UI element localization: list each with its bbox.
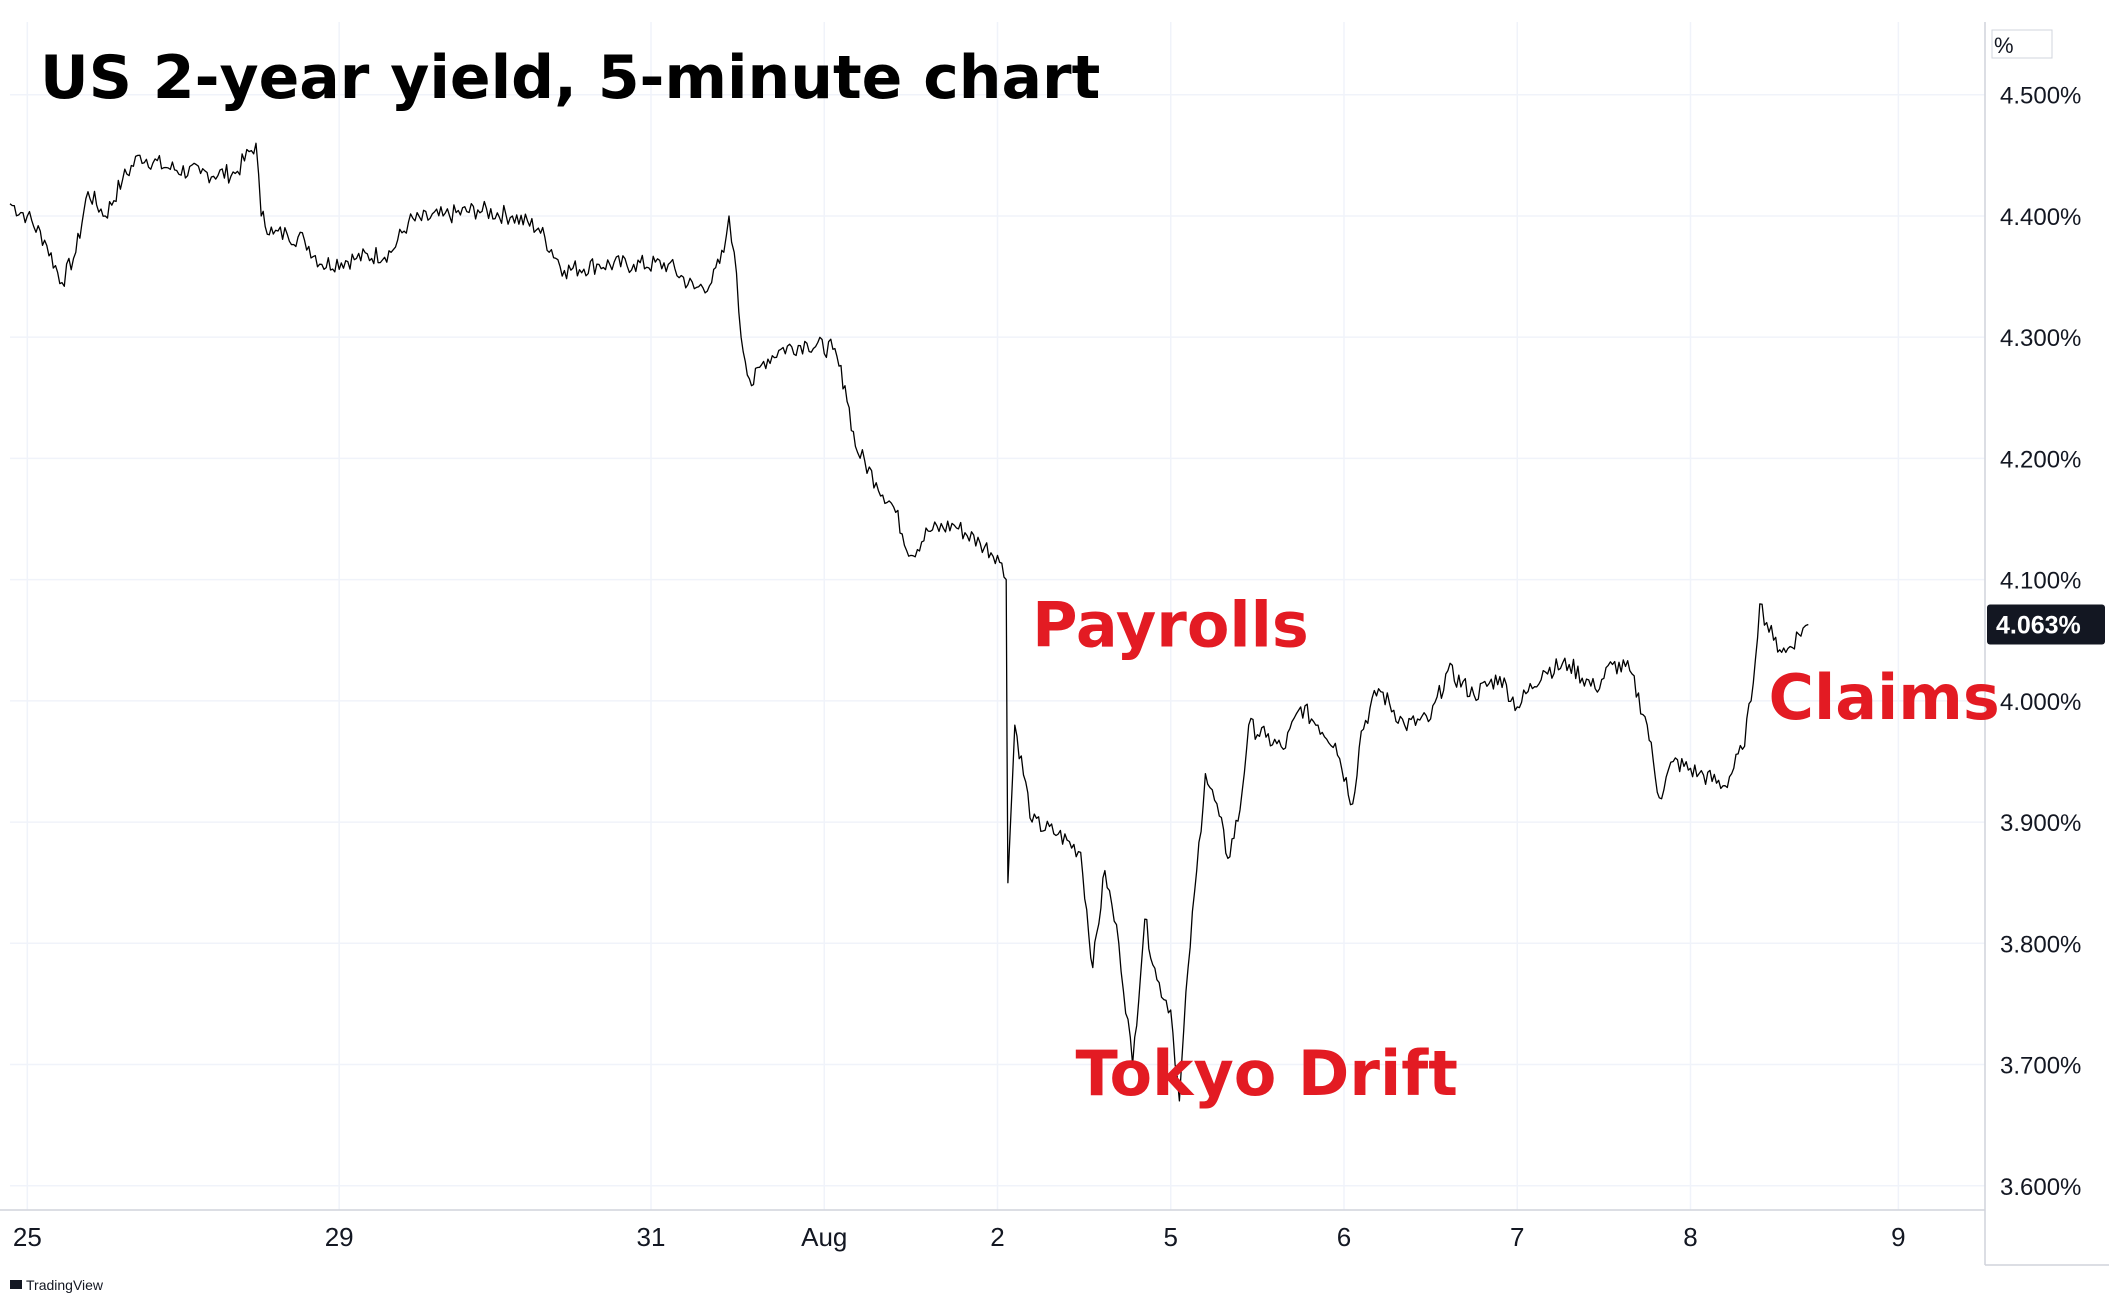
y-axis-ticks: 3.600% 3.700% 3.800% 3.900% 4.000% 4.100% 4.20… — [2000, 83, 2081, 1201]
x-tick-label: 31 — [637, 1222, 666, 1252]
tradingview-logo: TradingView — [10, 1277, 104, 1293]
x-tick-label: Aug — [801, 1222, 847, 1252]
y-tick-label: 3.900% — [2000, 810, 2081, 837]
y-tick-label: 4.300% — [2000, 325, 2081, 352]
x-tick-label: 25 — [13, 1222, 42, 1252]
y-tick-label: 4.100% — [2000, 568, 2081, 595]
last-value-badge-label: 4.063% — [1996, 611, 2081, 639]
x-tick-label: 9 — [1891, 1222, 1905, 1252]
y-tick-label: 4.200% — [2000, 446, 2081, 473]
gridlines — [10, 22, 1985, 1210]
y-axis-unit-label: % — [1994, 33, 2014, 58]
chart-title: US 2-year yield, 5-minute chart — [40, 43, 1100, 113]
series-line — [9, 142, 1809, 1102]
tradingview-logo-icon — [10, 1280, 22, 1289]
y-tick-label: 3.700% — [2000, 1053, 2081, 1080]
x-tick-label: 2 — [990, 1222, 1004, 1252]
annotation-label: Claims — [1768, 661, 1999, 734]
unit-box — [1991, 29, 2053, 59]
y-tick-label: 4.400% — [2000, 204, 2081, 231]
tradingview-watermark: TradingView — [26, 1277, 104, 1293]
x-axis-ticks: 25 29 31 Aug 2 5 6 7 8 9 — [13, 1222, 1906, 1252]
annotations: Payrolls Tokyo Drift Claims — [1032, 588, 2000, 1110]
annotation-label: Tokyo Drift — [1075, 1037, 1457, 1110]
y-tick-label: 3.800% — [2000, 931, 2081, 958]
x-tick-label: 5 — [1164, 1222, 1178, 1252]
last-value-badge: 4.063% — [1987, 604, 2105, 645]
x-tick-label: 8 — [1683, 1222, 1697, 1252]
x-tick-label: 7 — [1510, 1222, 1524, 1252]
x-tick-label: 6 — [1337, 1222, 1351, 1252]
series — [9, 142, 1809, 1102]
y-tick-label: 3.600% — [2000, 1174, 2081, 1201]
y-tick-label: 4.000% — [2000, 689, 2081, 716]
y-tick-label: 4.500% — [2000, 83, 2081, 110]
annotation-label: Payrolls — [1032, 588, 1309, 661]
x-tick-label: 29 — [325, 1222, 354, 1252]
last-value-badge-box — [1987, 604, 2105, 645]
